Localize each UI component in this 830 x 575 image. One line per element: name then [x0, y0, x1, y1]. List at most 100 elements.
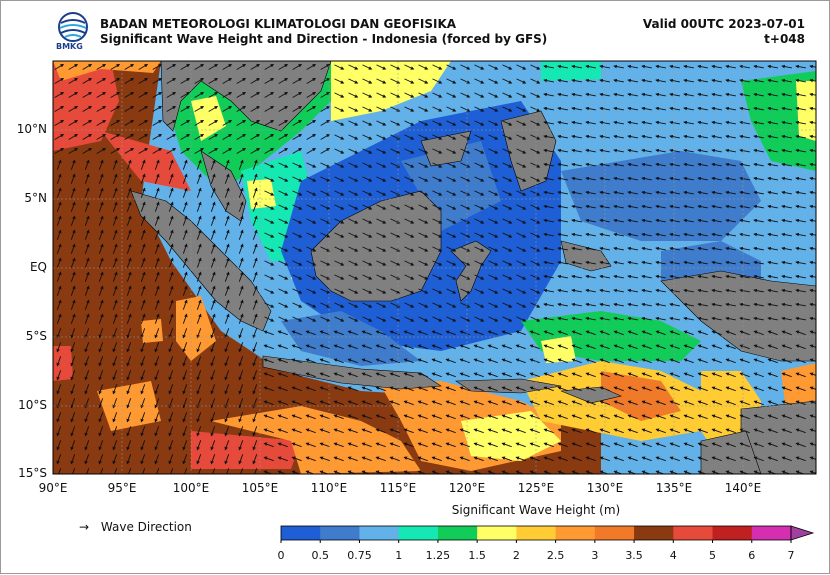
wave-arrow: [795, 106, 806, 111]
wave-arrow: [753, 92, 764, 97]
wave-arrow: [767, 78, 778, 83]
wave-arrow: [697, 92, 708, 97]
wave-arrow: [781, 246, 792, 251]
wave-arrow: [557, 176, 568, 181]
wave-arrow: [585, 134, 596, 139]
wave-arrow: [362, 190, 373, 196]
wave-arrow: [585, 92, 596, 97]
wave-arrow: [488, 190, 499, 196]
wave-arrow: [278, 92, 289, 98]
wave-arrow: [669, 120, 680, 125]
wave-arrow: [767, 176, 778, 181]
wave-arrow: [84, 229, 90, 240]
wave-arrow: [180, 148, 191, 154]
wave-arrow: [238, 257, 244, 268]
wave-arrow: [56, 159, 62, 170]
wave-arrow: [557, 134, 568, 139]
wave-arrow: [781, 78, 792, 83]
wave-arrow: [474, 218, 485, 224]
wave-arrow: [210, 229, 216, 240]
wave-arrow: [753, 120, 764, 125]
wave-arrow: [683, 134, 694, 139]
wave-arrow: [432, 148, 443, 154]
wave-arrow: [348, 64, 359, 70]
wave-arrow: [627, 176, 638, 181]
wave-arrow: [571, 176, 582, 181]
wave-arrow: [795, 148, 806, 153]
wave-arrow: [432, 106, 443, 112]
wave-arrow: [320, 78, 331, 84]
wave-arrow: [432, 232, 443, 238]
wave-arrow: [138, 134, 149, 140]
wave-arrow: [222, 78, 233, 84]
wave-arrow: [795, 246, 806, 251]
wave-arrow: [110, 78, 121, 84]
wave-arrow: [711, 134, 722, 139]
wave-arrow: [376, 190, 387, 196]
wave-arrow: [292, 106, 303, 112]
wave-arrow: [110, 120, 121, 126]
wave-arrow: [418, 106, 429, 112]
wave-arrow: [585, 176, 596, 181]
wave-arrow: [264, 106, 275, 112]
wave-arrow: [655, 106, 666, 111]
wave-arrow: [753, 134, 764, 139]
wave-arrow: [753, 218, 764, 223]
wave-arrow: [124, 92, 135, 98]
wave-arrow: [516, 190, 527, 196]
wave-arrow: [655, 120, 666, 125]
wave-arrow: [96, 134, 107, 140]
wave-arrow: [530, 106, 541, 112]
wave-arrow: [362, 134, 373, 140]
wave-arrow: [613, 218, 624, 223]
wave-arrow: [224, 257, 230, 268]
wave-arrow: [418, 176, 429, 182]
wave-arrow: [739, 246, 750, 251]
wave-arrow: [292, 148, 303, 154]
wave-arrow: [809, 204, 816, 209]
wave-arrow: [98, 187, 104, 198]
wave-arrow: [250, 120, 261, 126]
wave-arrow: [252, 229, 258, 240]
wave-arrow: [126, 229, 132, 240]
wave-arrow: [362, 218, 373, 224]
wave-arrow: [404, 106, 415, 112]
wave-arrow: [362, 78, 373, 84]
wave-arrow: [362, 162, 373, 168]
wave-arrow: [683, 120, 694, 125]
wave-arrow: [152, 92, 163, 98]
wave-arrow: [292, 176, 303, 182]
wave-arrow: [809, 232, 816, 237]
colorbar-segment: [594, 526, 635, 540]
wave-arrow: [168, 159, 174, 170]
colorbar-tick-label: 1: [395, 549, 403, 562]
wave-arrow: [809, 92, 816, 97]
wave-arrow: [252, 159, 258, 170]
wave-arrow: [152, 120, 163, 126]
wave-arrow: [753, 162, 764, 167]
wave-arrow: [140, 257, 146, 268]
wave-arrow: [711, 162, 722, 167]
wave-arrow: [390, 148, 401, 154]
wave-arrow: [264, 92, 275, 98]
wave-arrow: [348, 92, 359, 98]
wave-arrow: [725, 246, 736, 251]
wave-arrow: [182, 257, 188, 268]
wave-arrow: [390, 92, 401, 98]
wave-arrow: [739, 134, 750, 139]
wave-arrow: [613, 134, 624, 139]
wave-arrow: [166, 64, 177, 70]
wave-arrow: [124, 78, 135, 84]
wave-arrow: [571, 232, 582, 237]
wave-arrow: [446, 204, 457, 210]
wave-arrow: [348, 78, 359, 84]
wave-arrow: [585, 218, 596, 223]
wave-arrow: [224, 215, 230, 226]
wave-arrow: [264, 218, 275, 224]
wave-arrow: [613, 232, 624, 237]
lon-label-115e: 115°E: [379, 481, 417, 495]
wave-arrow: [767, 134, 778, 139]
wave-arrow: [446, 162, 457, 168]
wave-arrow: [516, 204, 527, 210]
wave-arrow: [543, 190, 554, 195]
